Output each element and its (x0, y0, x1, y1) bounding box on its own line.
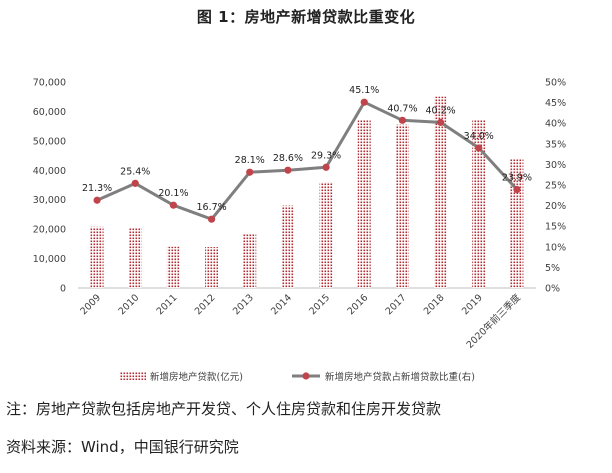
line-point (398, 116, 407, 124)
line-point (284, 166, 292, 174)
chart-title: 图 1：房地产新增贷款比重变化 (196, 8, 416, 26)
x-tick-label: 2014 (269, 292, 294, 317)
right-tick-label: 20% (545, 201, 566, 212)
legend-bar-swatch (120, 372, 146, 380)
data-label: 20.1% (158, 188, 188, 199)
right-tick-label: 45% (545, 98, 566, 109)
line-point (436, 118, 445, 126)
bar (90, 226, 104, 288)
data-label: 34.0% (464, 131, 494, 142)
data-label: 45.1% (349, 85, 379, 96)
right-tick-label: 35% (545, 139, 566, 150)
x-tick-label: 2019 (460, 292, 485, 317)
left-tick-label: 30,000 (33, 195, 66, 206)
data-label: 40.2% (425, 105, 455, 116)
line-point (322, 163, 330, 171)
source-text: 资料来源：Wind，中国银行研究院 (6, 438, 239, 456)
left-tick-label: 60,000 (33, 107, 66, 118)
right-tick-label: 50% (545, 78, 566, 89)
left-tick-label: 40,000 (33, 166, 66, 177)
bar (281, 205, 295, 288)
right-tick-label: 5% (545, 263, 560, 274)
bar (472, 120, 486, 288)
right-tick-label: 15% (545, 222, 566, 233)
right-tick-label: 0% (545, 284, 560, 295)
left-tick-label: 50,000 (33, 136, 66, 147)
line-point (475, 144, 483, 152)
x-tick-label: 2013 (231, 292, 256, 317)
x-tick-label: 2018 (422, 292, 447, 317)
line-point (131, 179, 139, 187)
line-point (513, 185, 521, 194)
line-point (169, 201, 178, 209)
data-label: 28.1% (235, 155, 265, 166)
data-label: 21.3% (82, 183, 112, 194)
x-tick-label: 2011 (155, 292, 180, 317)
x-tick-label: 2009 (78, 292, 103, 317)
bar (357, 120, 371, 288)
x-tick-label: 2010 (116, 292, 141, 317)
bar (128, 228, 142, 288)
bar (166, 246, 180, 288)
legend-line-label: 新增房地产贷款占新增贷款比重(右) (325, 371, 475, 383)
legend-line-marker (302, 372, 310, 380)
bar (395, 124, 409, 289)
x-tick-label: 2012 (193, 292, 218, 317)
right-tick-label: 30% (545, 160, 566, 171)
note-text: 注：房地产贷款包括房地产开发贷、个人住房贷款和住房开发贷款 (6, 400, 442, 418)
bar (205, 247, 219, 288)
line-point (246, 168, 254, 176)
x-tick-label: 2017 (384, 292, 409, 317)
legend: 新增房地产贷款(亿元) 新增房地产贷款占新增贷款比重(右) (120, 371, 475, 383)
data-label: 25.4% (120, 166, 150, 177)
x-tick-label: 2015 (307, 292, 332, 317)
left-tick-label: 0 (60, 284, 66, 295)
left-tick-label: 10,000 (33, 254, 66, 265)
right-tick-label: 10% (545, 242, 566, 253)
legend-bar-label: 新增房地产贷款(亿元) (150, 371, 243, 383)
bar-series (90, 96, 524, 289)
right-axis-ticks: 0% 5% 10% 15% 20% 25% 30% 35% 40% 45% 50% (545, 78, 566, 295)
right-tick-label: 40% (545, 119, 566, 130)
data-label: 16.7% (196, 202, 226, 213)
left-axis-ticks: 0 10,000 20,000 30,000 40,000 50,000 60,000 70,… (33, 78, 66, 295)
bar (434, 96, 448, 288)
line-series: 21.3% 25.4% 20.1% 16.7% 28.1% 28.6% 29.3% 45.1%… (82, 85, 532, 223)
right-tick-label: 25% (545, 181, 566, 192)
data-label: 28.6% (273, 153, 303, 164)
x-tick-label: 2016 (345, 292, 370, 317)
left-tick-label: 70,000 (33, 78, 66, 89)
data-label: 40.7% (387, 103, 417, 114)
combo-chart: 0 10,000 20,000 30,000 40,000 50,000 60,000 70,… (33, 78, 566, 384)
line-path (96, 100, 519, 221)
data-label: 29.3% (311, 150, 341, 161)
left-tick-label: 20,000 (33, 225, 66, 236)
line-point (207, 215, 216, 223)
line-point (360, 98, 368, 106)
line-point (93, 196, 101, 204)
bar (319, 182, 333, 288)
data-label: 23.9% (502, 173, 532, 184)
bar (243, 233, 257, 288)
x-axis-ticks: 2009 2010 2011 2012 2013 2014 2015 2016 2017 2018… (78, 291, 523, 351)
